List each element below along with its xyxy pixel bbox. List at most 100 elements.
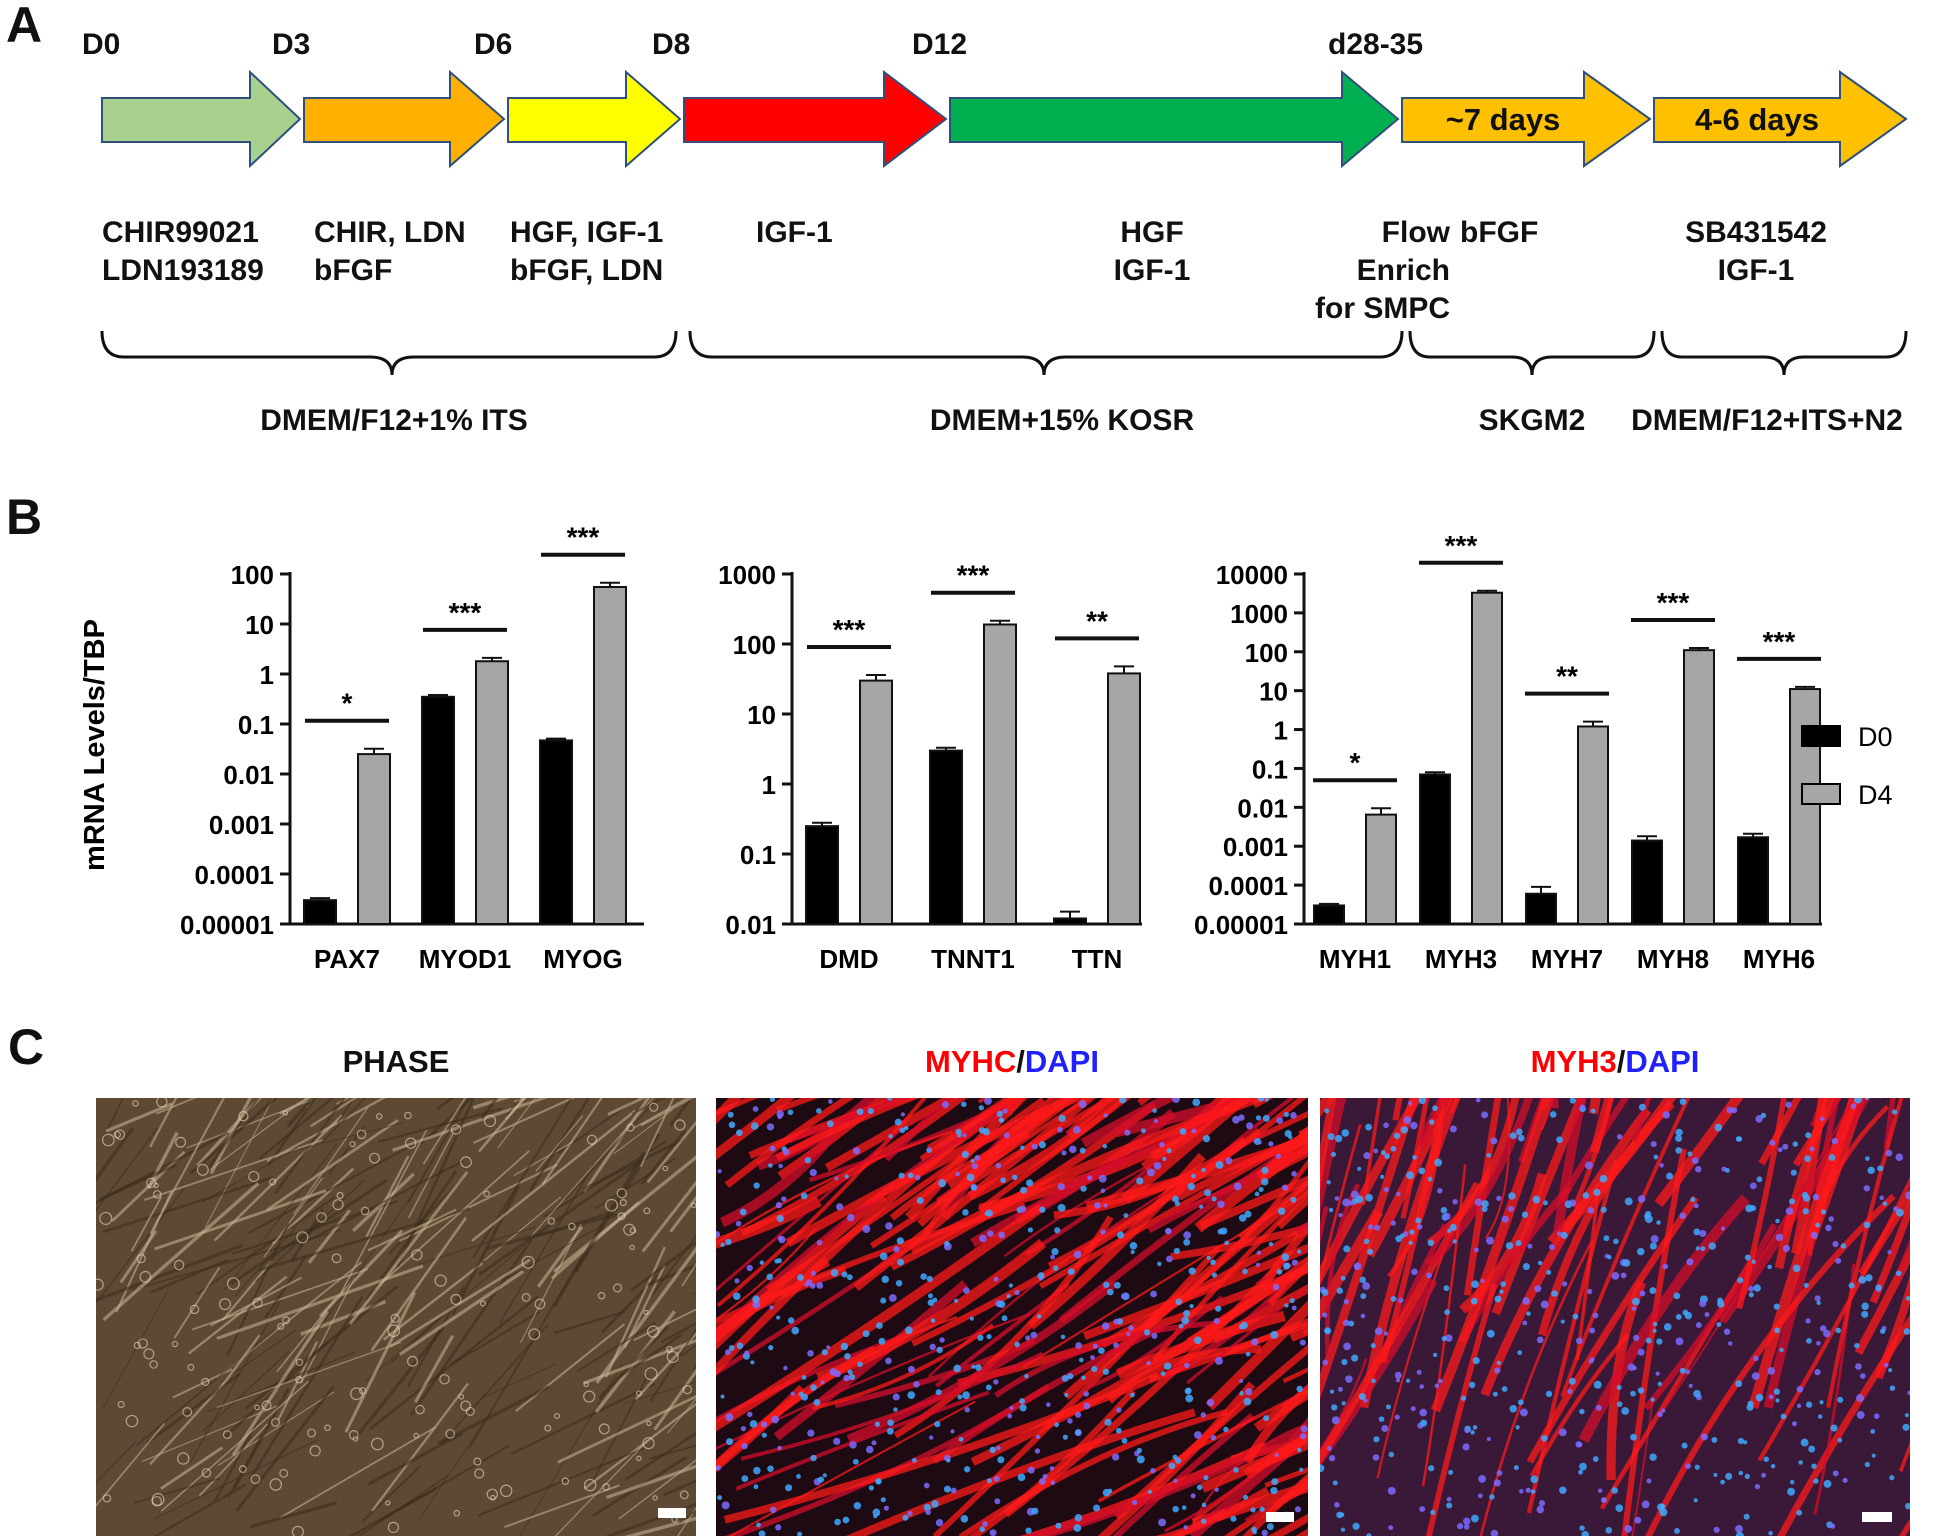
- bar-ttn-d0: [1053, 917, 1087, 925]
- timeline-arrow-7: [1653, 70, 1908, 168]
- panel-letter-a: A: [6, 0, 43, 53]
- reagent-stage-1: CHIR99021 LDN193189: [102, 216, 264, 287]
- y-tick-label: 1000: [1230, 599, 1288, 629]
- significance-label: ***: [449, 597, 482, 628]
- timeline-arrow-4: [683, 69, 948, 169]
- y-tick-label: 0.00001: [1194, 910, 1288, 940]
- bar-myh3-d0: [1419, 773, 1451, 925]
- legend-swatch-d0: [1801, 725, 1841, 747]
- reagent-stage-2: CHIR, LDN bFGF: [314, 216, 466, 287]
- x-tick-label: MYH6: [1743, 944, 1815, 974]
- significance-label: ***: [567, 522, 600, 553]
- significance-label: ***: [1657, 587, 1690, 618]
- day-label-d6: D6: [474, 28, 513, 61]
- bar-myh1-d0: [1313, 904, 1345, 925]
- y-tick-label: 1: [1274, 716, 1288, 746]
- medium-label-2: DMEM+15% KOSR: [929, 404, 1195, 437]
- day-label-d8: D8: [652, 28, 691, 61]
- y-tick-label: 1: [762, 770, 776, 800]
- y-tick-label: 0.0001: [1208, 871, 1288, 901]
- bar-pax7-d0: [303, 899, 337, 926]
- myh3-dapi-image: [1320, 1098, 1910, 1536]
- myhc-dapi-image: [716, 1098, 1308, 1536]
- bar-tnnt1-d0: [929, 749, 963, 925]
- title-myhc-blue: DAPI: [1024, 1044, 1099, 1079]
- significance-label: ***: [1445, 530, 1478, 561]
- x-tick-label: MYH3: [1425, 944, 1497, 974]
- bar-dmd-d0: [805, 825, 839, 925]
- y-tick-label: 1000: [718, 560, 776, 590]
- title-myhc-red: MYHC: [925, 1044, 1017, 1079]
- bar-myh8-d0: [1631, 839, 1663, 925]
- panel-letter-c: C: [8, 1019, 45, 1075]
- x-tick-label: MYH8: [1637, 944, 1709, 974]
- significance-label: **: [1556, 661, 1578, 692]
- y-tick-label: 0.1: [740, 840, 776, 870]
- day-label-d12: D12: [912, 28, 968, 61]
- reagent-stage-8: SB431542 IGF-1: [1685, 216, 1827, 287]
- brace-2: [688, 330, 1404, 376]
- x-tick-label: TTN: [1072, 944, 1123, 974]
- chart-2: 0.01 0.1 1 10 100 1000 DMD *** TNNT1 *** TTN **: [718, 560, 1142, 974]
- scale-bar-myh3: [1862, 1512, 1892, 1522]
- legend-swatch-d4: [1801, 783, 1841, 805]
- bar-myh3-d4: [1471, 591, 1503, 925]
- timeline-arrow-2: [303, 69, 506, 169]
- title-myh3-red: MYH3: [1530, 1044, 1617, 1079]
- x-tick-label: DMD: [819, 944, 878, 974]
- title-myhc-sep: /: [1016, 1044, 1025, 1079]
- significance-label: ***: [957, 560, 990, 591]
- y-tick-label: 100: [231, 560, 274, 590]
- day-label-d3: D3: [272, 28, 311, 61]
- reagent-stage-3: HGF, IGF-1 bFGF, LDN: [510, 216, 664, 287]
- y-tick-label: 10: [1259, 677, 1288, 707]
- media-braces: [100, 330, 1908, 376]
- x-tick-label: TNNT1: [931, 944, 1015, 974]
- chart-1: 0.00001 0.0001 0.001 0.01 0.1 1 10 100 PAX7 * MYOD…: [180, 522, 644, 974]
- y-tick-label: 1: [260, 660, 274, 690]
- arrow-label-6: ~7 days: [1446, 102, 1561, 137]
- x-tick-label: PAX7: [314, 944, 380, 974]
- significance-label: **: [1086, 605, 1108, 636]
- bar-myh8-d4: [1683, 649, 1715, 925]
- y-tick-label: 0.00001: [180, 910, 274, 940]
- y-tick-label: 10000: [1216, 560, 1288, 590]
- medium-label-3: SKGM2: [1478, 404, 1586, 437]
- y-tick-label: 10: [747, 700, 776, 730]
- bar-ttn-d4: [1107, 672, 1141, 925]
- y-tick-label: 10: [245, 610, 274, 640]
- scale-bar-myhc: [1266, 1512, 1294, 1522]
- bar-charts: 0.00001 0.0001 0.001 0.01 0.1 1 10 100 PAX7 * MYOD…: [79, 522, 1893, 974]
- x-tick-label: MYH1: [1319, 944, 1391, 974]
- bar-pax7-d4: [357, 753, 391, 925]
- bar-myh7-d4: [1577, 725, 1609, 925]
- timeline-arrow-3: [507, 69, 682, 169]
- y-tick-label: 0.001: [209, 810, 274, 840]
- arrow-label-7: 4-6 days: [1695, 102, 1819, 137]
- title-myh3-sep: /: [1616, 1044, 1626, 1079]
- significance-label: *: [342, 688, 353, 719]
- reagent-stage-6: Flow Enrich for SMPC: [1315, 216, 1450, 325]
- y-tick-label: 0.01: [223, 760, 274, 790]
- legend-label-d0: D0: [1858, 722, 1893, 752]
- legend-label-d4: D4: [1858, 780, 1893, 810]
- significance-label: ***: [1763, 626, 1796, 657]
- timeline-arrow-6: [1401, 70, 1652, 168]
- x-tick-label: MYH7: [1531, 944, 1603, 974]
- y-tick-label: 0.1: [1252, 754, 1288, 784]
- phase-contrast-image: [96, 1098, 696, 1536]
- image-title-phase: PHASE: [342, 1044, 450, 1079]
- y-tick-label: 0.001: [1223, 832, 1288, 862]
- bar-myh1-d4: [1365, 813, 1397, 925]
- chart-3: 0.00001 0.0001 0.001 0.01 0.1 1 10 100 1000 10000…: [1194, 530, 1822, 974]
- panel-letter-b: B: [6, 489, 43, 545]
- medium-label-1: DMEM/F12+1% ITS: [260, 404, 528, 437]
- y-tick-label: 100: [733, 630, 776, 660]
- y-tick-label: 0.1: [238, 710, 274, 740]
- x-tick-label: MYOG: [543, 944, 622, 974]
- scale-bar-phase: [658, 1508, 686, 1518]
- title-myh3-blue: DAPI: [1625, 1044, 1700, 1079]
- y-tick-label: 0.0001: [194, 860, 274, 890]
- significance-label: ***: [833, 614, 866, 645]
